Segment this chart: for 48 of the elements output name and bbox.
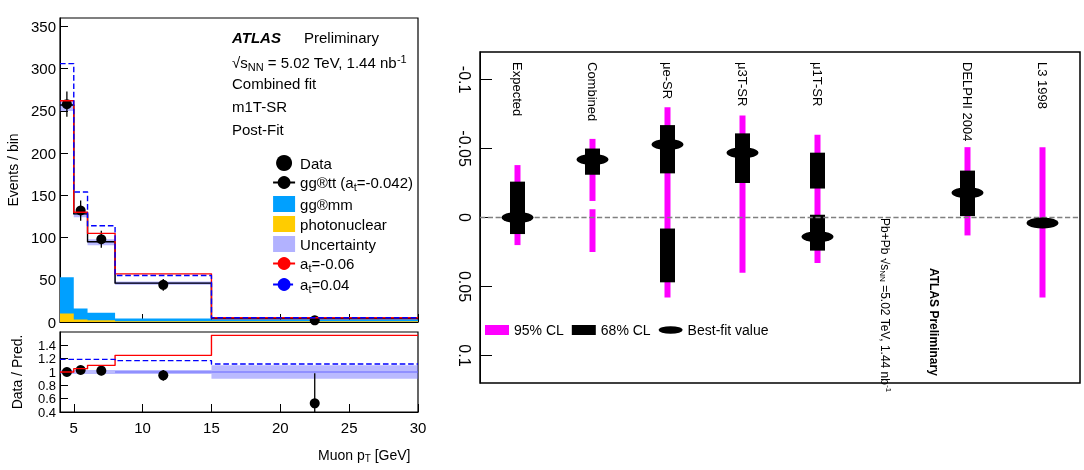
y-axis-title: Events / bin <box>5 133 22 207</box>
x-tick-label: 5 <box>69 419 78 436</box>
y-tick-label: 300 <box>30 60 56 78</box>
x-tick-label: 10 <box>134 419 151 436</box>
y-tick-label: 250 <box>30 102 56 120</box>
legend-label: Uncertainty <box>300 235 377 253</box>
y-tick-label: 350 <box>30 17 56 35</box>
x-tick-label: Combined <box>585 62 600 122</box>
y-tick-label: -0.05 <box>455 130 473 167</box>
x-tick-label: μe-SR <box>660 62 675 100</box>
annotation: Preliminary <box>304 29 380 46</box>
y-tick-label: 0.6 <box>37 391 56 407</box>
x-tick-label: 20 <box>271 419 289 436</box>
legend-label: 68% CL <box>600 322 651 338</box>
annotation: ATLAS <box>231 29 281 46</box>
x-tick-label: μ3T-SR <box>735 62 750 107</box>
annotation: Pb+Pb √sNN =5.02 TeV, 1.44 nb-1 <box>877 218 893 393</box>
y-tick-label: 1.2 <box>37 351 56 367</box>
y-tick-label: 0.1 <box>455 344 473 367</box>
legend-label: gg®mm <box>300 195 353 213</box>
y-axis-title: Data / Pred. <box>9 334 25 410</box>
x-tick-label: DELPHI 2004 <box>960 62 975 142</box>
legend-label: Data <box>300 154 333 172</box>
y-tick-label: 0 <box>47 313 56 331</box>
annotation: m1T-SR <box>232 98 288 115</box>
y-tick-label: 1.4 <box>37 337 56 353</box>
x-tick-label: Expected <box>510 62 525 117</box>
y-tick-label: 150 <box>30 186 56 204</box>
legend-label: 95% CL <box>514 322 565 338</box>
legend-label: photonuclear <box>300 215 387 233</box>
x-tick-label: 15 <box>203 419 220 436</box>
x-tick-label: μ1T-SR <box>810 62 825 107</box>
x-tick-label: 25 <box>340 419 358 436</box>
y-tick-label: 0.05 <box>455 270 473 303</box>
y-tick-label: 100 <box>30 229 56 247</box>
y-tick-label: 50 <box>39 271 56 289</box>
y-tick-label: 0.4 <box>37 404 56 420</box>
y-tick-label: 0.8 <box>37 377 56 393</box>
x-tick-label: 30 <box>409 419 427 436</box>
x-tick-label: L3 1998 <box>1035 62 1050 109</box>
y-tick-label: -0.1 <box>455 65 473 94</box>
annotation: ATLAS Preliminary <box>927 268 941 377</box>
annotation: Combined fit <box>232 75 318 92</box>
y-tick-label: 0 <box>455 213 473 223</box>
y-tick-label: 200 <box>30 144 56 162</box>
annotation: Post-Fit <box>232 121 285 138</box>
legend-label: Best-fit value <box>687 322 769 338</box>
y-tick-label: 1 <box>48 364 56 380</box>
